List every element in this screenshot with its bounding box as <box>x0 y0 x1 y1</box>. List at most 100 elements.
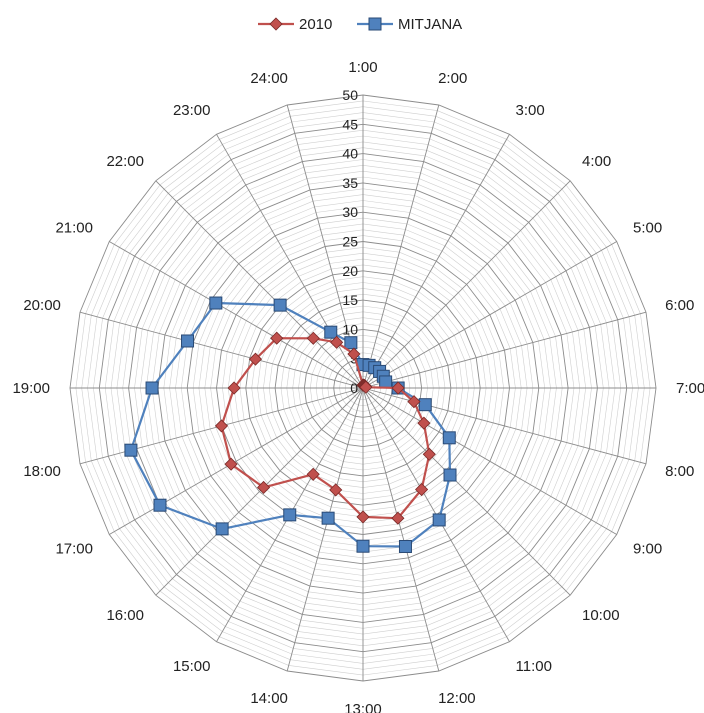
spoke-line <box>362 387 440 672</box>
series-mitjana-point <box>443 468 457 482</box>
series-mitjana-point <box>153 498 167 512</box>
series-2010-point <box>359 380 373 394</box>
series-mitjana-point <box>379 375 393 389</box>
tick-label: 25 <box>342 234 358 250</box>
series-mitjana-point <box>209 296 223 310</box>
hour-label: 9:00 <box>633 541 662 558</box>
hour-label: 1:00 <box>348 59 377 76</box>
spoke-line <box>362 311 647 389</box>
legend-label: 2010 <box>299 16 332 33</box>
tick-label: 15 <box>342 292 358 308</box>
spoke-line <box>362 387 571 596</box>
legend-label: MITJANA <box>398 16 462 33</box>
spoke-line <box>79 311 364 389</box>
hour-label: 16:00 <box>106 607 144 624</box>
spoke-line <box>155 180 364 389</box>
series-2010-point <box>417 416 431 430</box>
tick-label: 30 <box>342 204 358 220</box>
series-2010 <box>214 331 436 525</box>
series-2010-point <box>306 467 320 481</box>
spoke-line <box>286 387 364 672</box>
hour-label: 11:00 <box>516 658 552 675</box>
series-mitjana-point <box>273 298 287 312</box>
legend: 2010 MITJANA <box>258 16 462 33</box>
series-2010-point <box>256 480 271 495</box>
series-2010-point <box>391 511 405 525</box>
hour-labels: 1:00 2:00 3:00 4:00 5:00 6:00 7:00 8:00 9:00 10:0… <box>12 59 704 713</box>
tick-label: 10 <box>342 321 358 337</box>
hour-label: 19:00 <box>12 380 50 397</box>
series-2010-point <box>248 352 263 366</box>
series-mitjana-point <box>398 539 412 553</box>
spoke-line <box>362 180 571 389</box>
hour-label: 2:00 <box>438 70 467 87</box>
series-2010-point <box>227 381 241 395</box>
series-2010-point <box>270 331 284 345</box>
hour-label: 15:00 <box>173 658 211 675</box>
series-2010-point <box>306 331 320 345</box>
series-mitjana-point <box>356 539 370 553</box>
legend-marker-2010 <box>269 17 283 31</box>
series-2010-point <box>214 419 229 433</box>
series-2010-point <box>356 510 370 524</box>
spoke-line <box>362 104 440 389</box>
hour-label: 17:00 <box>55 541 93 558</box>
spoke-line <box>216 134 364 389</box>
series-mitjana-point <box>418 398 432 412</box>
series-mitjana-point <box>215 522 229 536</box>
tick-label: 35 <box>342 175 358 191</box>
tick-label: 0 <box>350 380 358 396</box>
series-2010-point <box>330 335 344 349</box>
series-2010-point <box>407 395 421 409</box>
hour-label: 22:00 <box>106 153 144 170</box>
hour-label: 12:00 <box>438 690 476 707</box>
hour-label: 3:00 <box>516 102 545 119</box>
hour-label: 7:00 <box>676 380 704 397</box>
tick-label: 40 <box>342 146 358 162</box>
hour-label: 24:00 <box>250 70 288 87</box>
series-mitjana-point <box>124 443 138 457</box>
series-mitjana-point <box>442 431 456 445</box>
hour-label: 18:00 <box>23 463 61 480</box>
spoke-line <box>155 387 364 596</box>
series-2010-point <box>422 447 436 461</box>
series-mitjana-point <box>321 511 335 525</box>
series-mitjana-point <box>344 336 358 350</box>
radar-spokes <box>70 95 656 681</box>
hour-label: 5:00 <box>633 220 662 237</box>
series-mitjana <box>124 296 457 553</box>
series-2010-point <box>391 381 405 395</box>
hour-label: 6:00 <box>665 297 694 314</box>
hour-label: 23:00 <box>173 102 211 119</box>
series-mitjana-point <box>283 508 297 522</box>
series-mitjana-point <box>181 334 195 348</box>
series-mitjana-point <box>145 381 159 395</box>
hour-label: 13:00 <box>344 701 382 713</box>
hour-label: 10:00 <box>582 607 620 624</box>
spoke-line <box>109 241 364 389</box>
data-series <box>124 296 457 553</box>
hour-label: 8:00 <box>665 463 694 480</box>
series-2010-point <box>347 347 361 361</box>
hour-label: 4:00 <box>582 153 611 170</box>
spoke-line <box>362 241 617 389</box>
tick-label: 20 <box>342 263 358 279</box>
spoke-line <box>362 387 647 465</box>
spoke-line <box>362 134 510 389</box>
hour-label: 21:00 <box>55 220 93 237</box>
hour-label: 20:00 <box>23 297 61 314</box>
radial-tick-labels: 05101520253035404550 <box>342 87 358 396</box>
series-line <box>220 337 431 520</box>
series-2010-point <box>415 482 429 497</box>
spoke-line <box>362 387 617 535</box>
series-2010-point <box>329 483 343 497</box>
series-2010-point <box>224 457 238 471</box>
tick-label: 50 <box>342 87 358 103</box>
tick-label: 45 <box>342 116 358 132</box>
spoke-line <box>109 387 364 535</box>
hour-label: 14:00 <box>250 690 288 707</box>
legend-marker-mitjana <box>368 17 382 31</box>
series-mitjana-point <box>324 325 338 339</box>
series-mitjana-point <box>432 513 446 527</box>
